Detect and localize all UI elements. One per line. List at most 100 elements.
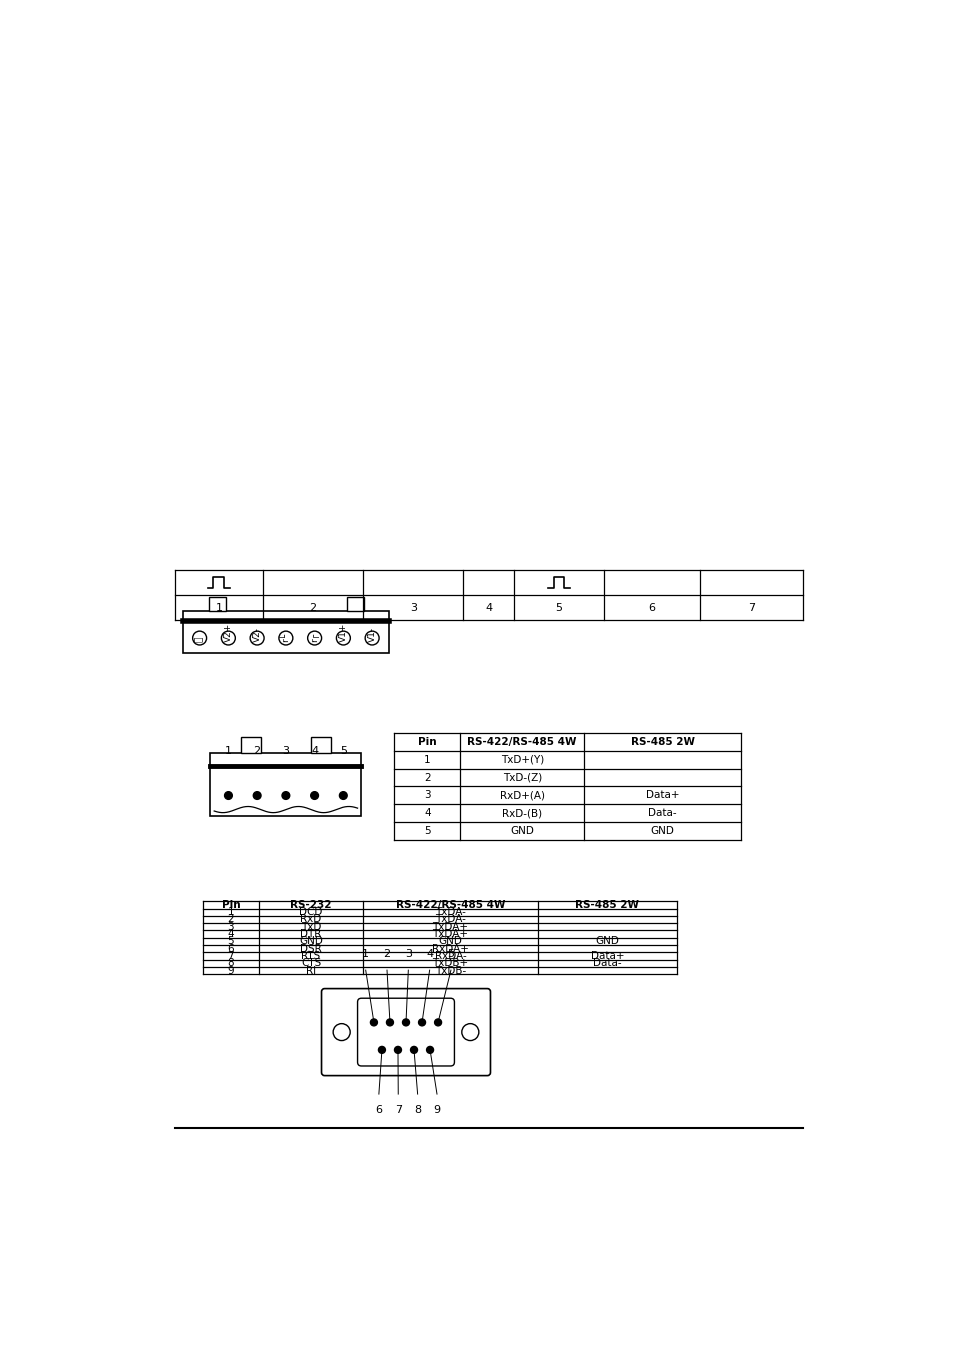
Text: 4: 4 <box>485 602 492 613</box>
Text: GND: GND <box>595 937 618 946</box>
Text: 2: 2 <box>423 772 430 783</box>
Text: Pin: Pin <box>221 900 240 910</box>
Text: 4: 4 <box>228 929 233 940</box>
FancyBboxPatch shape <box>357 998 454 1066</box>
Text: 3: 3 <box>282 745 289 756</box>
Text: RxDA-: RxDA- <box>435 950 466 961</box>
Circle shape <box>426 1046 433 1053</box>
Text: 5: 5 <box>228 937 233 946</box>
Bar <box>209 597 226 610</box>
Text: 1: 1 <box>215 602 222 613</box>
Text: 5: 5 <box>447 949 454 960</box>
Text: RxDA+: RxDA+ <box>432 944 469 953</box>
Circle shape <box>386 1019 393 1026</box>
Text: 5: 5 <box>423 826 430 836</box>
Text: 1: 1 <box>362 949 369 960</box>
Text: CTS: CTS <box>300 958 321 968</box>
Text: 2: 2 <box>383 949 390 960</box>
Text: TxDA-: TxDA- <box>435 907 465 917</box>
Bar <box>210 752 361 815</box>
Text: 7: 7 <box>228 950 233 961</box>
Text: 3: 3 <box>228 922 233 931</box>
Text: RTS: RTS <box>301 950 320 961</box>
Circle shape <box>402 1019 409 1026</box>
Circle shape <box>378 1046 385 1053</box>
Text: 1: 1 <box>228 907 233 917</box>
Bar <box>183 610 388 653</box>
Text: Data-: Data- <box>593 958 621 968</box>
Circle shape <box>410 1046 417 1053</box>
Circle shape <box>395 1046 401 1053</box>
Text: TxD: TxD <box>300 922 321 931</box>
Text: 4: 4 <box>311 745 317 756</box>
Text: 8: 8 <box>414 1104 420 1115</box>
Text: RS-422/RS-485 4W: RS-422/RS-485 4W <box>395 900 505 910</box>
Text: DTR: DTR <box>300 929 321 940</box>
Text: r┌: r┌ <box>310 633 319 643</box>
Text: 6: 6 <box>228 944 233 953</box>
Text: RS-422/RS-485 4W: RS-422/RS-485 4W <box>467 737 577 747</box>
Bar <box>241 737 261 752</box>
Text: RxD: RxD <box>300 914 321 925</box>
Text: 4: 4 <box>423 809 430 818</box>
Circle shape <box>370 1019 377 1026</box>
Text: Pin: Pin <box>417 737 436 747</box>
Text: 2: 2 <box>228 914 233 925</box>
Text: 2: 2 <box>309 602 316 613</box>
Text: TxDA+: TxDA+ <box>432 922 468 931</box>
Text: TxD+(Y): TxD+(Y) <box>500 755 543 765</box>
Text: 7: 7 <box>747 602 755 613</box>
Text: GND: GND <box>650 826 674 836</box>
Text: GND: GND <box>510 826 534 836</box>
Circle shape <box>224 791 233 799</box>
Circle shape <box>282 791 290 799</box>
Text: 9: 9 <box>433 1104 440 1115</box>
Text: V2-: V2- <box>253 628 261 643</box>
Text: 5: 5 <box>555 602 562 613</box>
Text: GND: GND <box>438 937 462 946</box>
Text: RxD+(A): RxD+(A) <box>499 790 544 801</box>
Text: 1: 1 <box>423 755 430 765</box>
Circle shape <box>253 791 261 799</box>
Circle shape <box>339 791 347 799</box>
Circle shape <box>418 1019 425 1026</box>
Text: V2+: V2+ <box>224 624 233 643</box>
Text: TxDB-: TxDB- <box>435 965 466 976</box>
Text: 3: 3 <box>404 949 412 960</box>
Text: Data-: Data- <box>647 809 676 818</box>
Text: Data+: Data+ <box>590 950 623 961</box>
Text: 6: 6 <box>648 602 655 613</box>
Text: TxDB+: TxDB+ <box>432 958 468 968</box>
Text: 3: 3 <box>410 602 416 613</box>
Text: Data+: Data+ <box>645 790 679 801</box>
Circle shape <box>435 1019 441 1026</box>
Text: GND: GND <box>299 937 323 946</box>
Circle shape <box>311 791 318 799</box>
Text: 4: 4 <box>426 949 433 960</box>
Text: r└: r└ <box>281 633 290 643</box>
Text: TxDA-: TxDA- <box>435 914 465 925</box>
Text: DCD: DCD <box>299 907 322 917</box>
Text: TxD-(Z): TxD-(Z) <box>502 772 541 783</box>
Text: 5: 5 <box>339 745 347 756</box>
Text: 3: 3 <box>423 790 430 801</box>
Text: 7: 7 <box>395 1104 401 1115</box>
Text: V1-: V1- <box>367 628 376 643</box>
Text: 6: 6 <box>375 1104 382 1115</box>
Text: RS-485 2W: RS-485 2W <box>575 900 639 910</box>
Text: 2: 2 <box>253 745 260 756</box>
FancyBboxPatch shape <box>321 988 490 1076</box>
Text: RI: RI <box>306 965 315 976</box>
Text: 8: 8 <box>228 958 233 968</box>
Text: DSR: DSR <box>300 944 321 953</box>
Bar <box>311 737 331 752</box>
Text: RS-232: RS-232 <box>290 900 332 910</box>
Text: 1: 1 <box>225 745 232 756</box>
Text: RS-485 2W: RS-485 2W <box>630 737 694 747</box>
Text: V1+: V1+ <box>338 624 348 643</box>
Text: TxDA+: TxDA+ <box>432 929 468 940</box>
Text: RxD-(B): RxD-(B) <box>501 809 541 818</box>
Text: 9: 9 <box>228 965 233 976</box>
Text: ⩞: ⩞ <box>195 637 204 643</box>
Bar <box>347 597 364 610</box>
